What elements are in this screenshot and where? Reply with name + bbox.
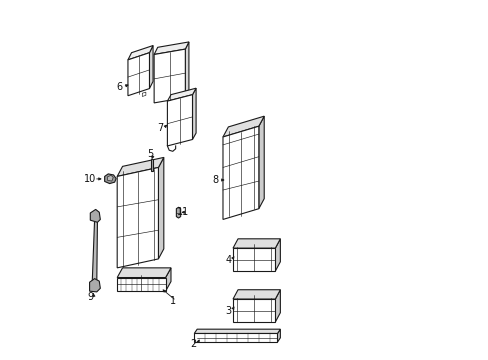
Polygon shape	[233, 290, 280, 299]
Polygon shape	[258, 116, 264, 209]
Polygon shape	[275, 290, 280, 322]
Polygon shape	[185, 42, 188, 98]
Text: 2: 2	[190, 339, 196, 349]
Polygon shape	[194, 329, 280, 333]
Polygon shape	[117, 278, 165, 291]
Text: 11: 11	[177, 207, 189, 217]
Polygon shape	[223, 126, 258, 220]
Polygon shape	[233, 248, 275, 271]
Text: 3: 3	[225, 306, 231, 315]
Polygon shape	[194, 333, 277, 342]
Text: 5: 5	[147, 149, 153, 159]
Text: 7: 7	[157, 123, 163, 133]
Polygon shape	[175, 99, 179, 103]
Polygon shape	[165, 268, 171, 291]
Polygon shape	[167, 88, 196, 101]
Polygon shape	[192, 88, 196, 139]
Polygon shape	[154, 42, 188, 54]
Text: 9: 9	[87, 292, 93, 302]
Polygon shape	[104, 174, 116, 184]
Polygon shape	[158, 157, 163, 259]
Polygon shape	[149, 45, 153, 89]
Polygon shape	[167, 95, 192, 146]
Polygon shape	[117, 157, 163, 176]
Polygon shape	[128, 53, 149, 96]
Polygon shape	[223, 116, 264, 137]
Polygon shape	[117, 167, 158, 268]
Polygon shape	[150, 159, 152, 171]
Polygon shape	[154, 49, 185, 103]
Text: 10: 10	[84, 174, 96, 184]
Polygon shape	[277, 329, 280, 342]
Polygon shape	[233, 299, 275, 322]
Polygon shape	[128, 45, 153, 60]
Polygon shape	[117, 268, 171, 278]
Text: 4: 4	[225, 255, 231, 265]
Polygon shape	[233, 239, 280, 248]
Polygon shape	[275, 239, 280, 271]
Polygon shape	[107, 175, 113, 181]
Polygon shape	[176, 207, 180, 218]
Polygon shape	[89, 279, 100, 292]
Polygon shape	[90, 210, 100, 222]
Text: 8: 8	[212, 175, 219, 185]
Polygon shape	[142, 92, 145, 96]
Text: 6: 6	[116, 82, 122, 92]
Text: 1: 1	[169, 296, 176, 306]
Polygon shape	[92, 220, 97, 286]
